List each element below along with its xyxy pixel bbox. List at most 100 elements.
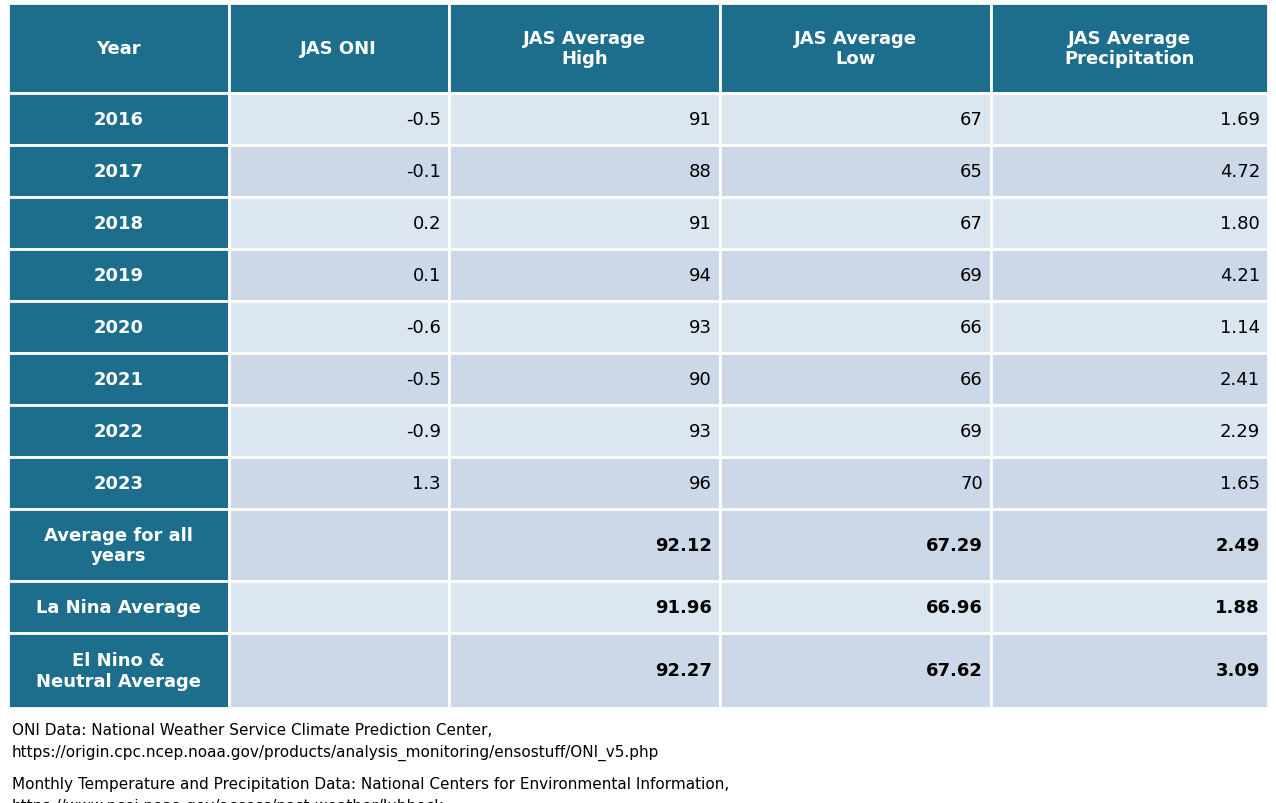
Text: 93: 93 (689, 319, 712, 336)
Bar (720, 94, 990, 146)
Bar (8, 4, 228, 94)
Text: 4.21: 4.21 (1220, 267, 1259, 284)
Text: 1.88: 1.88 (1215, 598, 1259, 616)
Text: 2021: 2021 (93, 370, 143, 389)
Bar (990, 353, 1268, 406)
Text: Year: Year (96, 40, 140, 58)
Text: 0.2: 0.2 (412, 214, 441, 233)
Text: 1.80: 1.80 (1220, 214, 1259, 233)
Text: 91: 91 (689, 111, 712, 128)
Bar (8, 509, 228, 581)
Text: 1.65: 1.65 (1220, 475, 1259, 492)
Text: 1.69: 1.69 (1220, 111, 1259, 128)
Bar (8, 406, 228, 458)
Bar (990, 458, 1268, 509)
Bar (990, 581, 1268, 634)
Bar (8, 353, 228, 406)
Bar (990, 406, 1268, 458)
Text: 2023: 2023 (93, 475, 143, 492)
Bar (449, 4, 720, 94)
Bar (449, 353, 720, 406)
Bar (990, 146, 1268, 198)
Text: 2.41: 2.41 (1220, 370, 1259, 389)
Bar (990, 302, 1268, 353)
Text: https://www.ncei.noaa.gov/access/past-weather/lubbock: https://www.ncei.noaa.gov/access/past-we… (11, 798, 444, 803)
Text: 91.96: 91.96 (655, 598, 712, 616)
Text: JAS Average
Low: JAS Average Low (794, 30, 917, 68)
Text: 90: 90 (689, 370, 712, 389)
Bar (720, 302, 990, 353)
Text: 67.62: 67.62 (926, 662, 983, 679)
Text: La Nina Average: La Nina Average (36, 598, 200, 616)
Bar (449, 94, 720, 146)
Text: -0.5: -0.5 (406, 370, 441, 389)
Bar (8, 146, 228, 198)
Bar (720, 353, 990, 406)
Text: -0.1: -0.1 (406, 163, 441, 181)
Bar (8, 94, 228, 146)
Bar (228, 4, 449, 94)
Text: Monthly Temperature and Precipitation Data: National Centers for Environmental I: Monthly Temperature and Precipitation Da… (11, 776, 730, 791)
Text: 88: 88 (689, 163, 712, 181)
Bar (228, 146, 449, 198)
Text: 2016: 2016 (93, 111, 143, 128)
Bar (228, 302, 449, 353)
Text: 70: 70 (960, 475, 983, 492)
Text: 67: 67 (960, 111, 983, 128)
Text: 91: 91 (689, 214, 712, 233)
Bar (228, 406, 449, 458)
Text: 2019: 2019 (93, 267, 143, 284)
Text: 2017: 2017 (93, 163, 143, 181)
Bar (990, 634, 1268, 708)
Bar (449, 634, 720, 708)
Text: 93: 93 (689, 422, 712, 441)
Bar (8, 198, 228, 250)
Bar (449, 406, 720, 458)
Text: 92.12: 92.12 (655, 536, 712, 554)
Text: 4.72: 4.72 (1220, 163, 1259, 181)
Text: ONI Data: National Weather Service Climate Prediction Center,: ONI Data: National Weather Service Clima… (11, 722, 493, 737)
Bar (449, 581, 720, 634)
Bar (720, 509, 990, 581)
Text: 2018: 2018 (93, 214, 143, 233)
Text: 66: 66 (960, 319, 983, 336)
Bar (449, 458, 720, 509)
Bar (720, 406, 990, 458)
Bar (228, 509, 449, 581)
Bar (720, 634, 990, 708)
Text: 2022: 2022 (93, 422, 143, 441)
Bar (8, 458, 228, 509)
Text: 94: 94 (689, 267, 712, 284)
Bar (228, 94, 449, 146)
Text: 65: 65 (960, 163, 983, 181)
Bar (228, 458, 449, 509)
Text: -0.5: -0.5 (406, 111, 441, 128)
Text: Average for all
years: Average for all years (43, 526, 193, 565)
Bar (449, 302, 720, 353)
Text: https://origin.cpc.ncep.noaa.gov/products/analysis_monitoring/ensostuff/ONI_v5.p: https://origin.cpc.ncep.noaa.gov/product… (11, 744, 660, 760)
Text: 0.1: 0.1 (412, 267, 441, 284)
Bar (990, 509, 1268, 581)
Text: 96: 96 (689, 475, 712, 492)
Bar (449, 198, 720, 250)
Text: 2.49: 2.49 (1216, 536, 1259, 554)
Bar (720, 146, 990, 198)
Bar (8, 250, 228, 302)
Bar (990, 198, 1268, 250)
Text: 3.09: 3.09 (1216, 662, 1259, 679)
Text: 66.96: 66.96 (926, 598, 983, 616)
Text: 67.29: 67.29 (926, 536, 983, 554)
Bar (8, 302, 228, 353)
Bar (720, 581, 990, 634)
Text: 92.27: 92.27 (655, 662, 712, 679)
Text: 1.3: 1.3 (412, 475, 441, 492)
Text: -0.9: -0.9 (406, 422, 441, 441)
Text: 67: 67 (960, 214, 983, 233)
Bar (228, 353, 449, 406)
Bar (720, 250, 990, 302)
Text: JAS Average
Precipitation: JAS Average Precipitation (1064, 30, 1194, 68)
Bar (228, 634, 449, 708)
Bar (449, 250, 720, 302)
Text: JAS Average
High: JAS Average High (523, 30, 646, 68)
Bar (228, 250, 449, 302)
